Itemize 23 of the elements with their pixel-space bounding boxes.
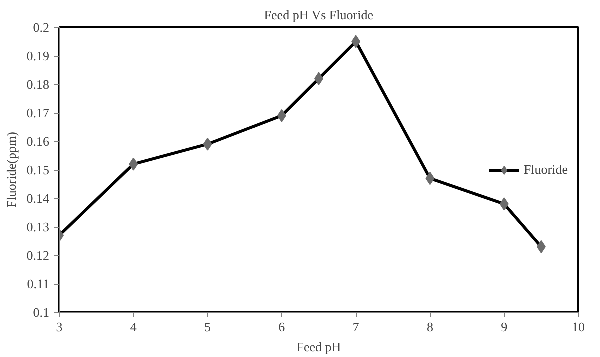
x-tick-label: 8 — [426, 320, 434, 334]
x-tick-label: 5 — [204, 320, 212, 334]
y-tick-label: 0.11 — [27, 276, 50, 292]
y-tick-label: 0.16 — [26, 134, 50, 149]
x-axis-title: Feed pH — [296, 340, 342, 354]
chart-title: Feed pH Vs Fluoride — [264, 8, 374, 22]
y-tick-label: 0.2 — [33, 20, 50, 35]
y-tick-label: 0.15 — [26, 162, 50, 178]
x-tick-label: 6 — [278, 320, 286, 334]
legend-label: Fluoride — [524, 162, 568, 178]
y-tick-label: 0.14 — [26, 191, 50, 206]
y-tick-label: 0.18 — [26, 77, 50, 92]
y-tick-label: 0.13 — [26, 220, 50, 234]
x-tick-label: 3 — [56, 320, 63, 334]
y-tick-label: 0.12 — [26, 248, 50, 263]
x-tick-label: 7 — [352, 320, 360, 334]
x-tick-label: 4 — [130, 320, 138, 334]
y-tick-label: 0.1 — [33, 305, 50, 320]
y-tick-label: 0.19 — [26, 48, 50, 64]
x-tick-label: 10 — [572, 320, 585, 334]
y-axis-title: Fluoride(ppm) — [4, 132, 19, 208]
x-tick-label: 9 — [501, 320, 508, 334]
y-tick-label: 0.17 — [26, 106, 50, 120]
